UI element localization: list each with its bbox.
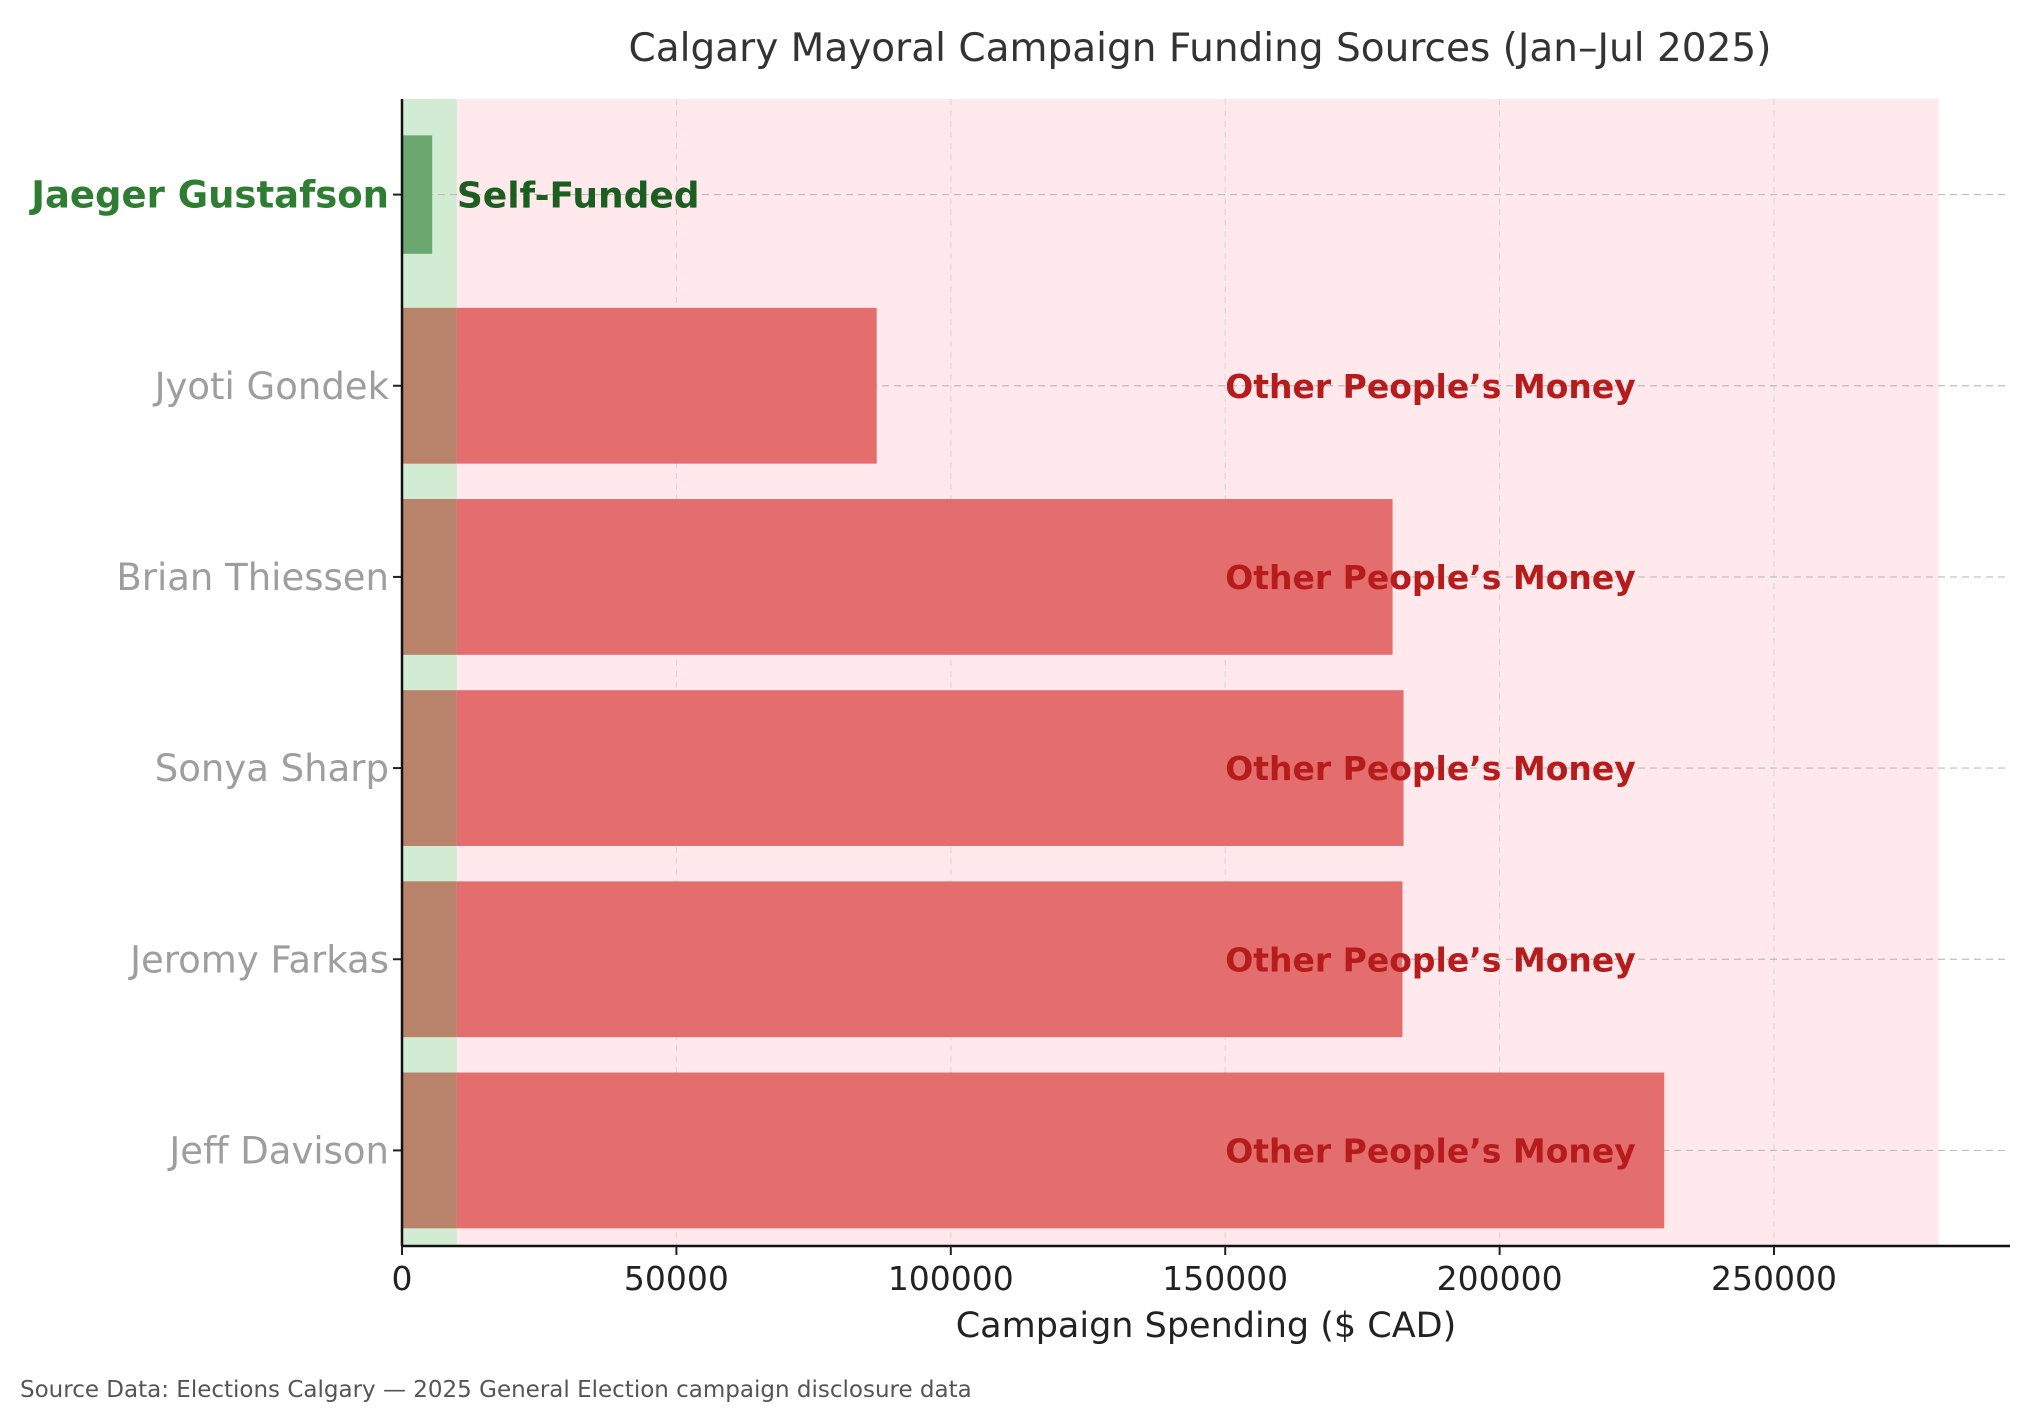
self-funded-zone xyxy=(402,99,457,1246)
bar-annotation: Other People’s Money xyxy=(1225,367,1636,406)
bar-segment xyxy=(456,690,1404,846)
x-axis: 0 50000 100000 150000 200000 250000 xyxy=(392,1244,2010,1298)
category-label: Sonya Sharp xyxy=(155,747,389,790)
bar xyxy=(402,1072,1665,1229)
bar xyxy=(402,881,1403,1038)
bar xyxy=(402,690,1404,846)
bar-annotation: Self-Funded xyxy=(457,176,700,217)
bar-segment xyxy=(456,307,877,464)
chart-title: Calgary Mayoral Campaign Funding Sources… xyxy=(629,26,1772,71)
bar xyxy=(402,499,1393,655)
x-tick-label: 250000 xyxy=(1711,1259,1837,1298)
bar-annotation: Other People’s Money xyxy=(1225,1131,1636,1170)
bar-segment-self-funded-zone xyxy=(402,881,457,1038)
bar-annotation: Other People’s Money xyxy=(1225,940,1636,979)
bar xyxy=(402,135,433,254)
bar-segment xyxy=(456,881,1403,1038)
x-tick-label: 150000 xyxy=(1162,1259,1288,1298)
bar-annotation: Other People’s Money xyxy=(1225,558,1636,597)
x-tick-label: 50000 xyxy=(624,1259,729,1298)
bar-segment-self-funded-zone xyxy=(402,690,457,846)
category-label: Jyoti Gondek xyxy=(153,365,390,408)
bar-segment-self-funded-zone xyxy=(402,499,457,655)
category-label: Jeromy Farkas xyxy=(128,938,389,981)
x-tick-label: 100000 xyxy=(888,1259,1014,1298)
x-tick-label: 200000 xyxy=(1437,1259,1563,1298)
shaded-regions xyxy=(402,99,1939,1246)
x-tick-label: 0 xyxy=(392,1259,413,1298)
bar-segment-self-funded-zone xyxy=(402,1072,457,1229)
source-note: Source Data: Elections Calgary — 2025 Ge… xyxy=(20,1377,972,1403)
other-funding-zone xyxy=(456,99,1939,1246)
bar-annotations: Self-Funded Other People’s Money Other Peo… xyxy=(457,176,1636,1171)
bar-segment-self-funded-zone xyxy=(402,307,457,464)
bar-segment xyxy=(456,1072,1665,1229)
x-axis-label: Campaign Spending ($ CAD) xyxy=(956,1306,1457,1346)
category-label: Jeff Davison xyxy=(167,1129,389,1172)
bars xyxy=(402,135,1665,1229)
y-axis: Jaeger Gustafson Jyoti Gondek Brian Thiess… xyxy=(28,99,404,1246)
bar-annotation: Other People’s Money xyxy=(1225,749,1636,788)
category-label: Brian Thiessen xyxy=(116,556,389,599)
category-label: Jaeger Gustafson xyxy=(28,174,389,217)
bar xyxy=(402,307,877,464)
bar-segment xyxy=(456,499,1393,655)
